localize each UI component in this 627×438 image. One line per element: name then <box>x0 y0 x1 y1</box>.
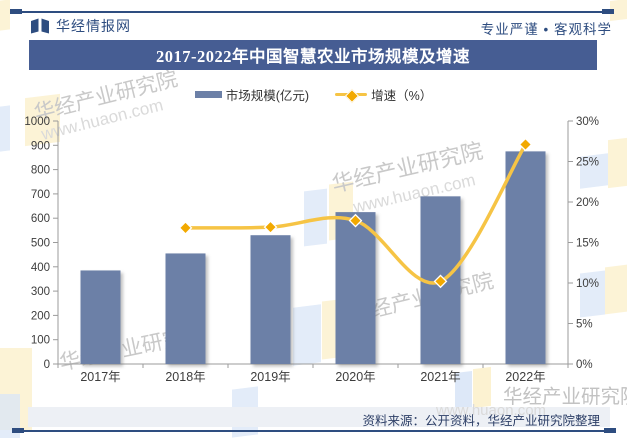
left-axis-tick-label: 800 <box>31 165 50 177</box>
growth-marker <box>263 220 278 234</box>
right-axis-tick-label: 0% <box>576 359 593 371</box>
top-line-end-square <box>10 9 22 14</box>
x-axis-label: 2019年 <box>250 370 290 384</box>
x-axis-label: 2021年 <box>420 370 460 384</box>
left-axis-tick-label: 400 <box>31 262 50 274</box>
bottom-line-end-square <box>604 428 616 433</box>
x-axis-label: 2017年 <box>80 370 120 384</box>
growth-marker <box>518 137 533 152</box>
legend-label: 市场规模(亿元) <box>225 89 310 103</box>
top-line-end-square <box>602 9 614 14</box>
chart-legend: 市场规模(亿元) 增速（%） <box>0 85 627 104</box>
line-series-swatch <box>335 88 368 103</box>
brand-name: 华经情报网 <box>56 18 131 34</box>
legend-item-market-size: 市场规模(亿元) <box>194 85 310 104</box>
left-axis-tick-label: 700 <box>31 189 50 201</box>
growth-marker <box>433 274 448 289</box>
chart-title-bar: 2017-2022年中国智慧农业市场规模及增速 <box>29 40 597 70</box>
chart-title: 2017-2022年中国智慧农业市场规模及增速 <box>156 47 470 66</box>
right-axis-tick-label: 10% <box>576 278 599 290</box>
growth-marker <box>348 213 363 228</box>
right-axis-tick-label: 20% <box>576 197 599 209</box>
bottom-accent-line <box>18 430 606 432</box>
bar-2018年 <box>165 253 206 364</box>
source-text: 资料来源：公开资料，华经产业研究院整理 <box>362 414 600 428</box>
diamond-marker-icon <box>345 88 360 103</box>
growth-line <box>183 142 528 285</box>
decor-shape <box>0 394 20 438</box>
book-logo-icon <box>31 18 49 34</box>
right-axis-tick-label: 15% <box>576 238 599 250</box>
bottom-line-end-square <box>12 428 24 433</box>
bar-2017年 <box>80 270 121 364</box>
legend-label: 增速（%） <box>371 89 433 103</box>
bar-series-swatch <box>194 91 222 98</box>
header-slogan: 专业严谨 • 客观科学 <box>480 22 612 37</box>
left-axis-tick-label: 200 <box>31 310 50 322</box>
left-axis-tick-label: 600 <box>31 213 50 225</box>
watermark-url: www.huaon.com <box>436 402 547 419</box>
top-accent-line <box>16 11 608 13</box>
left-axis-tick-label: 1000 <box>24 116 50 128</box>
legend-item-growth: 增速（%） <box>335 85 432 104</box>
left-axis-tick-label: 900 <box>31 140 50 152</box>
left-axis-tick-label: 0 <box>44 359 50 371</box>
x-axis-label: 2018年 <box>165 370 205 384</box>
watermark-text: 华经产业研究院 <box>503 386 627 408</box>
growth-marker <box>178 221 193 235</box>
x-axis-label: 2022年 <box>505 370 545 384</box>
right-axis-tick-label: 30% <box>576 116 599 128</box>
source-strip <box>28 407 610 427</box>
bar-2019年 <box>250 235 291 364</box>
left-axis-tick-label: 100 <box>31 335 50 347</box>
bar-2020年 <box>335 212 376 364</box>
x-axis-label: 2020年 <box>335 370 375 384</box>
right-axis-tick-label: 25% <box>576 157 599 169</box>
left-axis-tick-label: 300 <box>31 286 50 298</box>
right-axis-tick-label: 5% <box>576 319 593 331</box>
bar-2022年 <box>505 151 546 364</box>
left-axis-tick-label: 500 <box>31 238 50 250</box>
brand-logo-row: 华经情报网 <box>30 17 131 35</box>
